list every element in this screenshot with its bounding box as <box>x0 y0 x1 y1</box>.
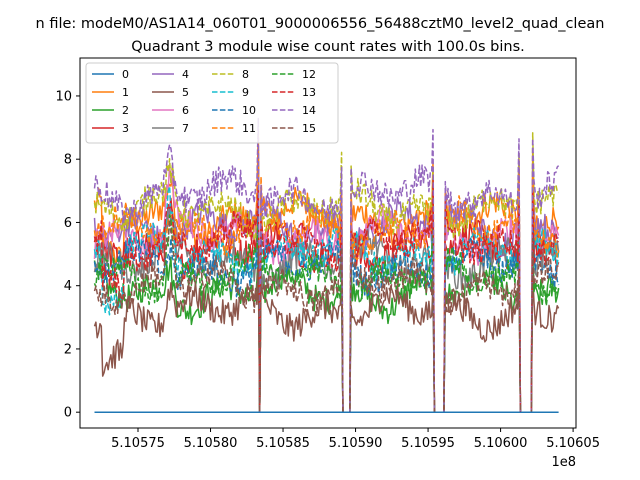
legend-box <box>85 62 339 144</box>
legend-label-15: 15 <box>302 122 316 135</box>
x-tick-label: 5.10585 <box>256 436 310 451</box>
legend-label-11: 11 <box>242 122 256 135</box>
x-tick-label: 5.10575 <box>111 436 165 451</box>
x-axis: 5.10575 5.10580 5.10585 5.10590 5.10595 5.106… <box>111 428 600 451</box>
legend-label-7: 7 <box>182 122 189 135</box>
legend-label-1: 1 <box>122 86 129 99</box>
series-line-9 <box>93 185 560 413</box>
plot-area <box>79 57 577 429</box>
legend-label-9: 9 <box>242 86 249 99</box>
y-tick-label: 10 <box>55 89 72 104</box>
y-tick-label: 8 <box>64 153 72 168</box>
y-tick-label: 6 <box>64 216 72 231</box>
x-tick-label: 5.10600 <box>474 436 528 451</box>
y-tick-label: 4 <box>64 279 72 294</box>
series-line-5 <box>93 262 560 413</box>
legend-label-5: 5 <box>182 86 189 99</box>
legend-label-3: 3 <box>122 122 129 135</box>
x-tick-label: 5.10605 <box>546 436 600 451</box>
series-line-14 <box>93 117 560 413</box>
x-tick-label: 5.10595 <box>401 436 455 451</box>
series-line-10 <box>93 197 560 413</box>
legend-label-4: 4 <box>182 68 189 81</box>
legend-label-10: 10 <box>242 104 256 117</box>
figure-suptitle: n file: modeM0/AS1A14_060T01_9000006556_… <box>36 16 605 32</box>
legend-label-6: 6 <box>182 104 189 117</box>
x-tick-label: 5.10590 <box>329 436 383 451</box>
legend-label-8: 8 <box>242 68 249 81</box>
axes-frame <box>79 57 577 429</box>
legend-label-13: 13 <box>302 86 316 99</box>
chart-title: Quadrant 3 module wise count rates with … <box>131 39 525 55</box>
legend-label-12: 12 <box>302 68 316 81</box>
legend-label-0: 0 <box>122 68 129 81</box>
x-tick-label: 5.10580 <box>184 436 238 451</box>
x-offset-label: 1e8 <box>551 455 576 470</box>
series-layer <box>93 117 560 413</box>
legend-label-14: 14 <box>302 104 316 117</box>
series-line-12 <box>93 214 560 413</box>
y-axis: 0 2 4 6 8 10 <box>55 89 80 421</box>
series-line-13 <box>93 178 559 413</box>
y-tick-label: 0 <box>64 406 72 421</box>
y-tick-label: 2 <box>64 342 72 357</box>
series-line-15 <box>93 218 560 413</box>
legend-label-2: 2 <box>122 104 129 117</box>
